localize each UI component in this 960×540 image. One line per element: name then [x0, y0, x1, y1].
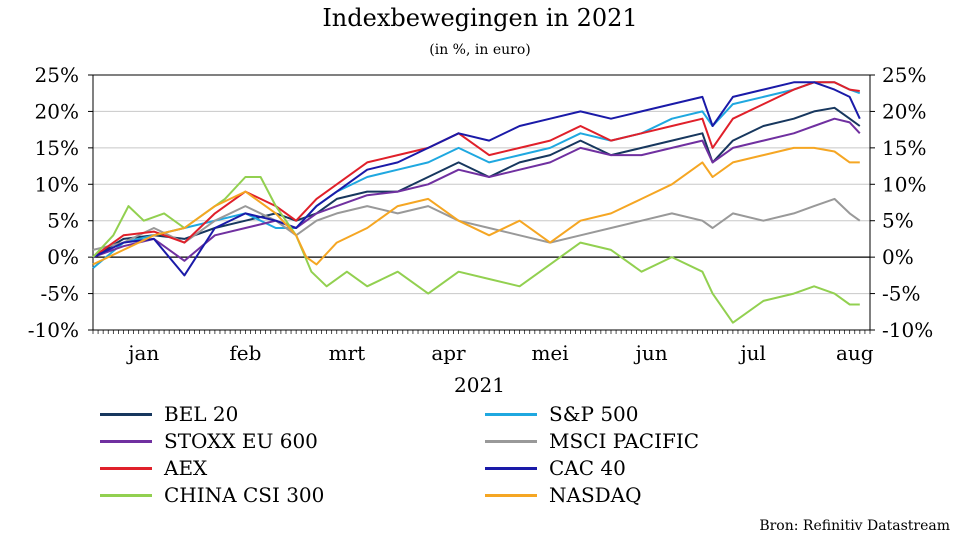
- legend-swatch: [485, 412, 537, 416]
- series-line-cac-40: [92, 81, 861, 277]
- y-tick-label-left: 20%: [35, 99, 79, 123]
- legend-swatch: [100, 439, 152, 443]
- y-tick-label-left: 0%: [47, 245, 79, 269]
- series-line-msci-pacific: [92, 197, 861, 251]
- plot-area: [92, 74, 871, 331]
- series-line-china-csi-300: [92, 176, 860, 324]
- y-tick-label-left: -5%: [41, 282, 80, 306]
- legend-item-aex: AEX: [100, 456, 207, 480]
- legend-item-cac40: CAC 40: [485, 456, 626, 480]
- legend-label: BEL 20: [164, 402, 239, 426]
- legend-swatch: [485, 466, 537, 470]
- legend-swatch: [100, 493, 152, 497]
- legend-item-msci-pacific: MSCI PACIFIC: [485, 429, 699, 453]
- legend-label: STOXX EU 600: [164, 429, 318, 453]
- legend-label: S&P 500: [549, 402, 639, 426]
- legend-label: CHINA CSI 300: [164, 483, 325, 507]
- y-tick-label-right: 5%: [882, 209, 914, 233]
- x-tick-label: mrt: [329, 341, 366, 365]
- legend-swatch: [485, 493, 537, 497]
- series-line-s-p-500: [92, 81, 861, 269]
- legend-label: MSCI PACIFIC: [549, 429, 700, 453]
- y-tick-label-right: 0%: [882, 245, 914, 269]
- series-line-nasdaq: [92, 146, 860, 266]
- y-tick-label-right: 20%: [882, 99, 926, 123]
- legend-item-sp500: S&P 500: [485, 402, 639, 426]
- legend-item-stoxx: STOXX EU 600: [100, 429, 318, 453]
- x-tick-label: jun: [634, 341, 668, 365]
- legend-swatch: [485, 439, 537, 443]
- y-tick-label-right: 10%: [882, 172, 926, 196]
- chart-title: Indexbewegingen in 2021: [322, 4, 638, 32]
- series-line-aex: [92, 81, 860, 258]
- legend-item-csi300: CHINA CSI 300: [100, 483, 324, 507]
- x-tick-label: jul: [738, 341, 765, 365]
- legend-swatch: [100, 412, 152, 416]
- y-tick-label-left: 5%: [47, 209, 79, 233]
- source-note: Bron: Refinitiv Datastream: [759, 518, 950, 534]
- legend-label: CAC 40: [549, 456, 626, 480]
- series-line-bel-20: [92, 106, 861, 258]
- legend-item-bel20: BEL 20: [100, 402, 238, 426]
- series-line-stoxx-eu-600: [92, 117, 861, 262]
- x-tick-label: aug: [836, 341, 874, 365]
- legend-swatch: [100, 466, 152, 470]
- y-tick-label-right: 25%: [882, 63, 926, 87]
- y-tick-label-left: 10%: [35, 172, 79, 196]
- x-tick-label: mei: [531, 341, 568, 365]
- line-chart: -10% -10% -5% -5% 0% 0% 5% 5% 10% 10% 15% 15% 20% 20%…: [28, 63, 933, 397]
- y-tick-label-right: -5%: [882, 282, 921, 306]
- legend-label: NASDAQ: [549, 483, 642, 507]
- x-tick-label: feb: [229, 341, 261, 365]
- y-tick-label-right: 15%: [882, 136, 926, 160]
- x-tick-label: jan: [126, 341, 159, 365]
- legend-label: AEX: [164, 456, 208, 480]
- y-tick-label-right: -10%: [882, 318, 933, 342]
- x-tick-label: apr: [431, 341, 466, 365]
- x-axis-title: 2021: [454, 373, 505, 397]
- legend-item-nasdaq: NASDAQ: [485, 483, 642, 507]
- y-tick-label-left: 25%: [35, 63, 79, 87]
- y-tick-label-left: -10%: [28, 318, 79, 342]
- y-tick-label-left: 15%: [35, 136, 79, 160]
- chart-subtitle: (in %, in euro): [429, 42, 531, 58]
